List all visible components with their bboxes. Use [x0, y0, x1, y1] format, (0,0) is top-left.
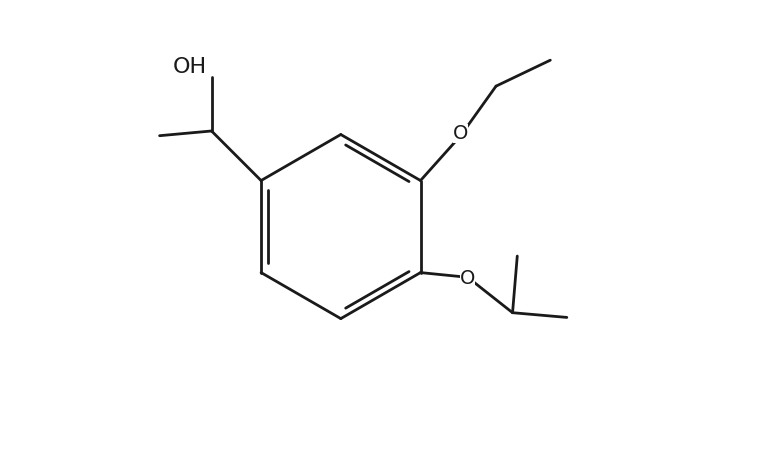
Text: OH: OH [173, 57, 207, 77]
Text: O: O [460, 269, 476, 288]
Text: O: O [453, 124, 469, 143]
